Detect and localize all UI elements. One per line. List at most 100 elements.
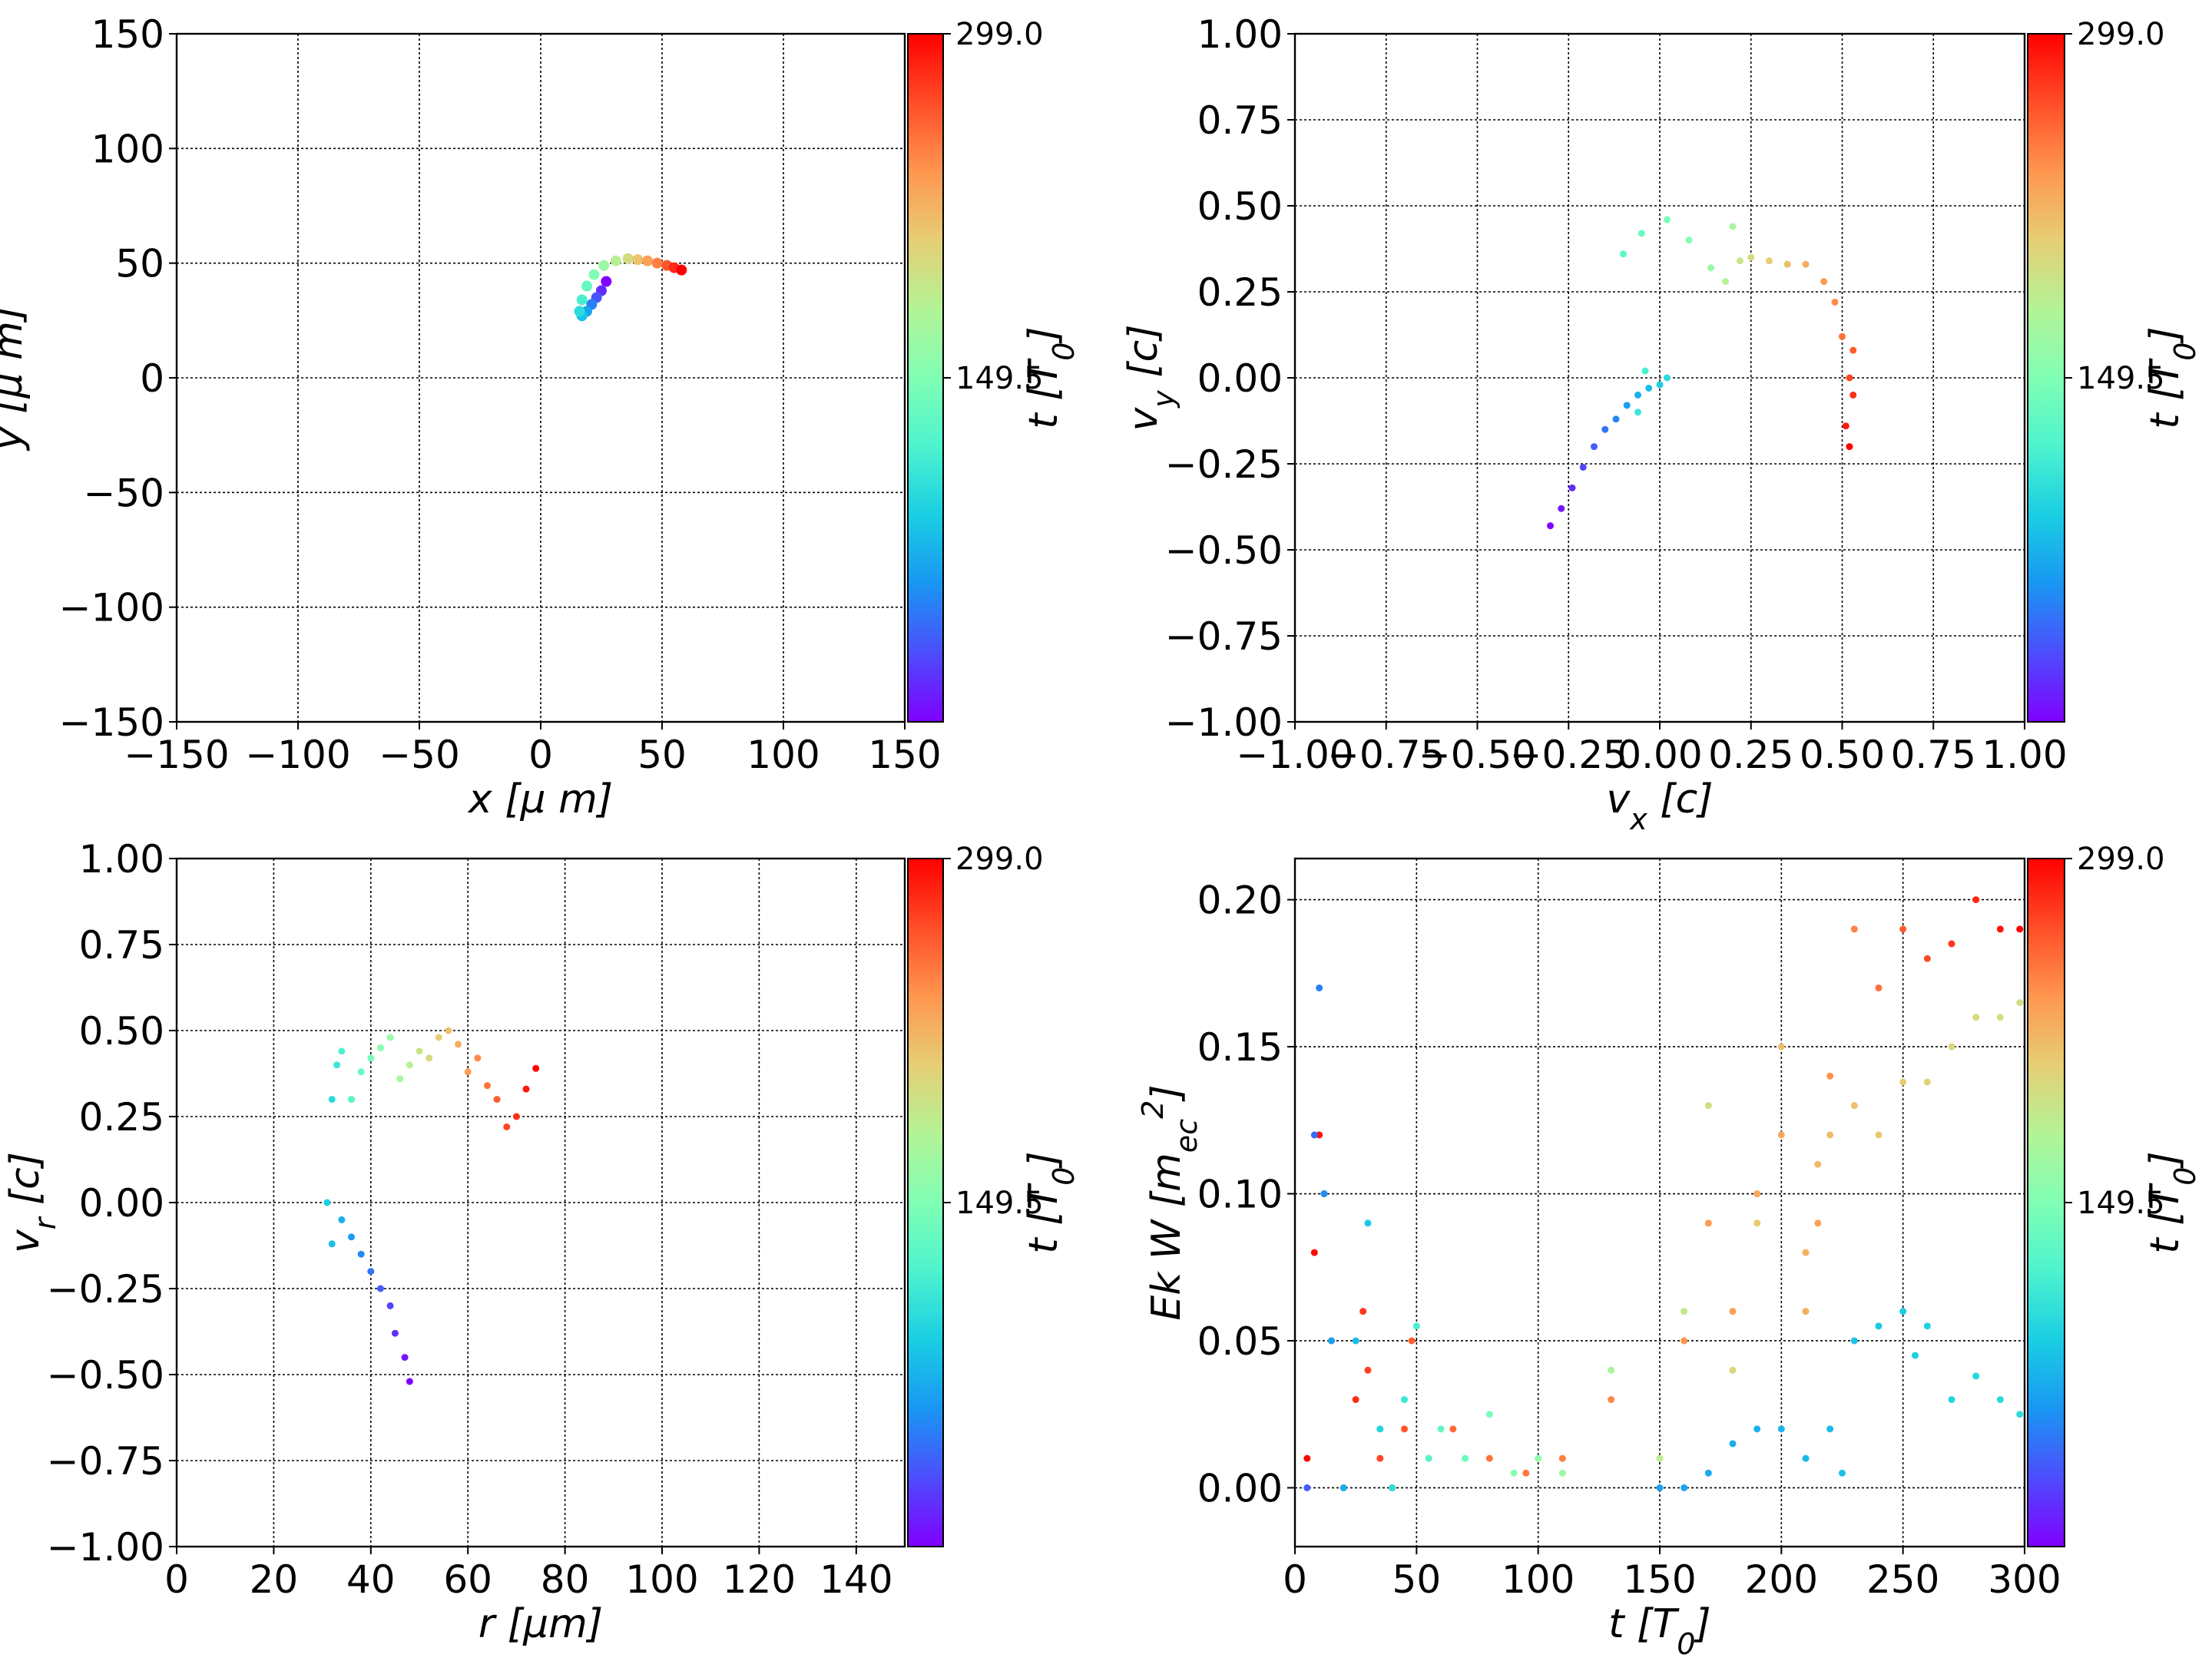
- data-point: [1376, 1425, 1384, 1433]
- data-point: [1656, 381, 1664, 389]
- x-tick-label: 250: [1866, 1557, 1939, 1602]
- data-point: [1376, 1454, 1384, 1462]
- data-point: [391, 1329, 399, 1337]
- data-point: [1352, 1337, 1359, 1345]
- x-tick-label: 0.75: [1891, 733, 1976, 777]
- data-point: [1364, 1219, 1372, 1227]
- y-tick-label: 0.10: [1197, 1173, 1283, 1217]
- data-point: [1923, 1078, 1931, 1086]
- data-point: [1875, 1131, 1883, 1139]
- y-tick-label: 0.15: [1197, 1025, 1283, 1070]
- x-tick-label: 100: [1502, 1557, 1575, 1602]
- panel-radial-velocity: 0 20 40 60 80 100 120 140 1.00 0.75 0.50 0.25 0.00 −0…: [2, 837, 1081, 1647]
- data-point: [676, 264, 687, 276]
- data-point: [1339, 1484, 1347, 1491]
- data-point: [1608, 1396, 1615, 1404]
- y-tick-label: −50: [83, 471, 164, 515]
- y-tick-label: 0.00: [1197, 356, 1283, 401]
- data-point: [1948, 1396, 1955, 1404]
- data-point: [1558, 1469, 1566, 1477]
- y-tick-label: 0.20: [1197, 879, 1283, 923]
- data-point: [1634, 391, 1641, 399]
- y-tick-label: 1.00: [1197, 12, 1283, 57]
- data-point: [1923, 955, 1931, 962]
- data-point: [1814, 1219, 1822, 1227]
- data-point: [1558, 1454, 1566, 1462]
- data-point: [1352, 1396, 1359, 1404]
- x-tick-label: 40: [346, 1557, 396, 1602]
- data-point: [1656, 1484, 1664, 1491]
- data-point: [406, 1378, 413, 1385]
- x-tick-label: 140: [820, 1557, 892, 1602]
- colorbar-tick-label: 299.0: [955, 842, 1044, 877]
- data-point: [386, 1302, 394, 1309]
- colorbar: [908, 859, 943, 1547]
- data-point: [1401, 1396, 1408, 1404]
- y-tick-label: 150: [91, 12, 164, 57]
- x-tick-label: −100: [245, 733, 350, 777]
- data-point: [1681, 1308, 1688, 1315]
- y-tick-label: −150: [59, 700, 164, 745]
- data-point: [1753, 1219, 1761, 1227]
- data-point: [1729, 1366, 1737, 1374]
- colorbar: [908, 34, 943, 722]
- data-point: [1408, 1337, 1416, 1345]
- data-point: [1820, 278, 1828, 286]
- y-tick-label: −1.00: [1165, 700, 1283, 745]
- y-tick-label: −0.75: [47, 1439, 164, 1484]
- data-point: [376, 1044, 384, 1051]
- data-point: [1664, 374, 1671, 382]
- y-axis-label: Ek W [mec2]: [1136, 1084, 1204, 1320]
- data-point: [474, 1054, 482, 1062]
- data-point: [1579, 463, 1587, 471]
- data-point: [1681, 1484, 1688, 1491]
- data-point: [1608, 1366, 1615, 1374]
- y-tick-label: −0.50: [1165, 528, 1283, 573]
- data-point: [1814, 1160, 1822, 1168]
- data-point: [1850, 925, 1858, 933]
- data-point: [1437, 1425, 1445, 1433]
- panel-xy-trajectory: −150 −100 −50 0 50 100 150 150 100 50 0 −50 −100 −150…: [0, 12, 1081, 822]
- data-point: [1310, 1131, 1318, 1139]
- data-point: [1681, 1337, 1688, 1345]
- data-point: [632, 254, 644, 266]
- colorbar-label: t [T0]: [2142, 1151, 2202, 1253]
- data-point: [2016, 925, 2024, 933]
- data-point: [338, 1047, 346, 1055]
- data-point: [1623, 402, 1631, 409]
- data-point: [1359, 1308, 1367, 1315]
- data-point: [1899, 1078, 1907, 1086]
- data-point: [2016, 999, 2024, 1007]
- data-point: [416, 1047, 423, 1055]
- data-point: [1656, 1454, 1664, 1462]
- data-point: [574, 306, 585, 317]
- data-point: [328, 1096, 336, 1104]
- data-point: [435, 1034, 442, 1041]
- data-point: [445, 1027, 452, 1034]
- data-point: [1826, 1425, 1834, 1433]
- data-point: [333, 1061, 341, 1069]
- data-point: [1753, 1425, 1761, 1433]
- data-point: [1328, 1337, 1335, 1345]
- y-tick-label: 0.25: [1197, 270, 1283, 315]
- y-tick-label: 0.75: [79, 923, 164, 968]
- data-point: [1364, 1366, 1372, 1374]
- data-point: [1802, 1308, 1810, 1315]
- data-point: [493, 1096, 501, 1104]
- data-point: [1425, 1454, 1432, 1462]
- x-tick-label: 20: [250, 1557, 299, 1602]
- data-point: [588, 269, 600, 280]
- data-point: [1310, 1249, 1318, 1256]
- data-point: [1707, 264, 1714, 272]
- data-point: [1601, 425, 1609, 433]
- data-point: [1875, 984, 1883, 991]
- y-tick-label: 0.25: [79, 1095, 164, 1140]
- data-point: [1972, 896, 1980, 904]
- data-point: [1510, 1469, 1518, 1477]
- data-point: [642, 255, 654, 266]
- data-point: [1320, 1190, 1328, 1198]
- data-point: [1547, 522, 1554, 530]
- x-tick-label: 100: [747, 733, 820, 777]
- x-tick-label: −0.50: [1419, 733, 1536, 777]
